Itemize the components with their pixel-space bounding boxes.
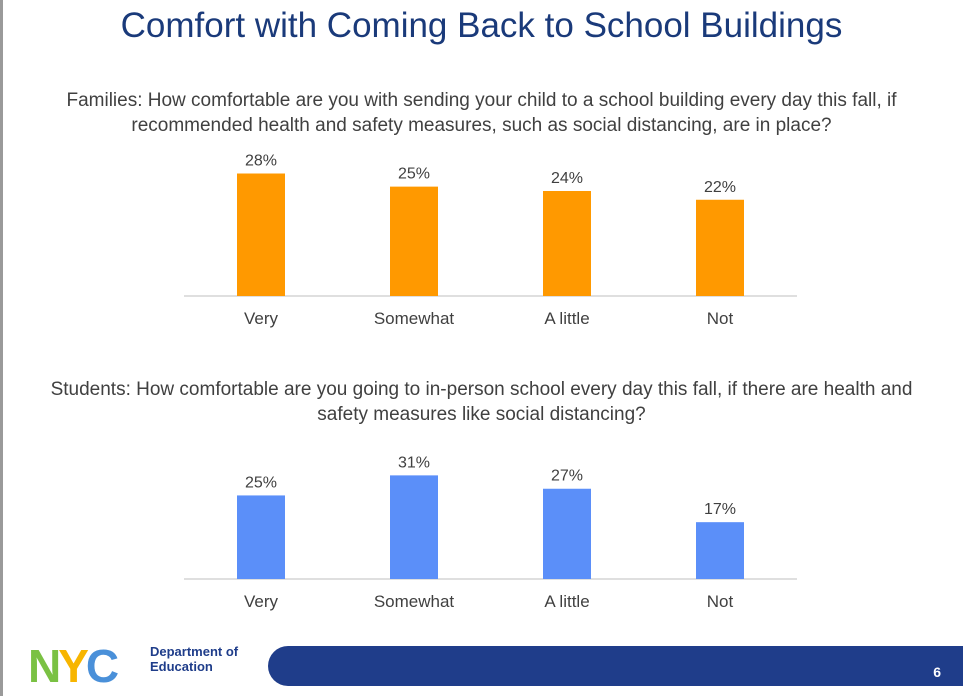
nyc-logo-mark: NYC [28, 646, 121, 686]
category-label: Very [244, 592, 279, 611]
category-label: Not [707, 592, 734, 611]
category-label: Somewhat [374, 309, 455, 328]
bar-somewhat [390, 186, 438, 296]
bar-a-little [543, 488, 591, 579]
logo-letters: NYC [28, 646, 118, 686]
logo-text-line1: Department of [150, 644, 239, 659]
category-label: A little [544, 309, 589, 328]
category-label: Not [707, 309, 734, 328]
footer-bar [268, 646, 963, 686]
students-question: Students: How comfortable are you going … [50, 379, 913, 425]
bar-very [237, 173, 285, 296]
data-label: 28% [245, 153, 277, 170]
families-chart: 28% Very 25% Somewhat 24% A little 22% Not [184, 153, 797, 328]
bar-not [696, 199, 744, 296]
bar-very [237, 495, 285, 579]
category-label: Somewhat [374, 592, 455, 611]
slide-edge [0, 0, 3, 696]
page-number: 6 [933, 664, 941, 680]
families-question: Families: How comfortable are you with s… [66, 90, 897, 136]
nyc-doe-logo: NYC Department of Education [28, 642, 268, 688]
data-label: 25% [245, 474, 277, 491]
category-label: A little [544, 592, 589, 611]
bar-a-little [543, 191, 591, 296]
category-label: Very [244, 309, 279, 328]
data-label: 31% [398, 454, 430, 471]
data-label: 24% [551, 170, 583, 187]
bar-not [696, 522, 744, 579]
data-label: 17% [704, 501, 736, 518]
data-label: 25% [398, 166, 430, 183]
logo-text-line2: Education [150, 659, 213, 674]
students-chart: 25% Very 31% Somewhat 27% A little 17% Not [184, 454, 797, 611]
logo-text: Department of Education [150, 644, 238, 674]
page-title: Comfort with Coming Back to School Build… [120, 6, 843, 45]
bar-somewhat [390, 475, 438, 579]
data-label: 27% [551, 468, 583, 485]
data-label: 22% [704, 179, 736, 196]
